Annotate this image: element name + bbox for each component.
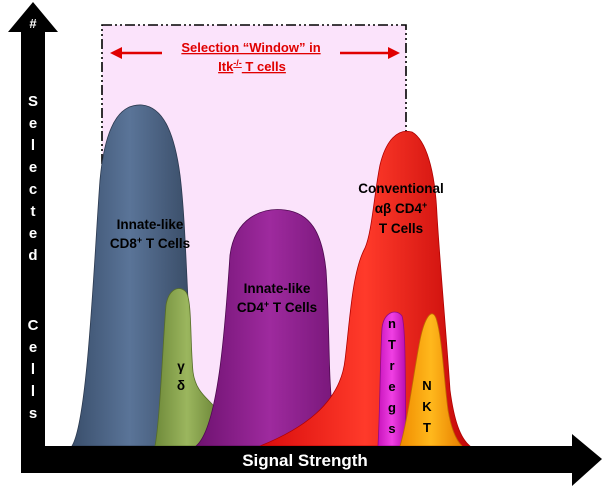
window-label-line1: Selection “Window” in <box>181 40 320 55</box>
label-innate-cd8: Innate-like <box>117 217 184 232</box>
x-axis-label: Signal Strength <box>242 451 368 470</box>
label-innate-cd4: Innate-like <box>244 281 311 296</box>
label-nkt-k: K <box>422 399 432 414</box>
y-letter-l1: l <box>31 137 35 154</box>
label-ntregs-n: n <box>388 316 396 331</box>
label-conventional-line3: T Cells <box>379 221 423 236</box>
x-axis-arrow <box>21 434 602 486</box>
y-axis-label: S e l e c t e d C e l l s <box>28 93 39 422</box>
window-label-line2: Itk-/- T cells <box>218 58 286 74</box>
label-ntregs-s: s <box>388 421 395 436</box>
y-letter-e2: e <box>29 159 37 176</box>
label-ntregs: n T r e g s <box>388 316 396 436</box>
window-label-backdrop <box>162 38 340 74</box>
y-letter-l2: l <box>31 361 35 378</box>
y-letter-e4: e <box>29 339 37 356</box>
y-axis-arrow <box>8 2 58 450</box>
label-nkt-t: T <box>423 420 431 435</box>
y-letter-C: C <box>28 317 39 334</box>
label-ntregs-T: T <box>388 337 396 352</box>
y-letter-t: t <box>31 203 36 220</box>
label-innate-cd8-line2: CD8+ T Cells <box>110 235 190 251</box>
label-ntregs-r: r <box>389 358 394 373</box>
label-gamma: γ <box>177 359 185 374</box>
peak-nkt <box>399 313 463 447</box>
label-conventional-line2: αβ CD4+ <box>375 200 428 216</box>
y-axis-symbol: # <box>29 16 37 31</box>
label-innate-cd4-line2: CD4+ T Cells <box>237 299 317 315</box>
y-letter-l3: l <box>31 383 35 400</box>
peak-ntregs <box>377 311 407 447</box>
label-delta: δ <box>177 378 185 393</box>
label-ntregs-e: e <box>388 379 395 394</box>
label-ntregs-g: g <box>388 400 396 415</box>
y-letter-c: c <box>29 181 37 198</box>
y-letter-d: d <box>28 247 37 264</box>
y-letter-S: S <box>28 93 38 110</box>
label-conventional: Conventional <box>358 181 444 196</box>
y-letter-e1: e <box>29 115 37 132</box>
y-letter-e3: e <box>29 225 37 242</box>
label-nkt-n: N <box>422 378 431 393</box>
y-letter-s: s <box>29 405 37 422</box>
